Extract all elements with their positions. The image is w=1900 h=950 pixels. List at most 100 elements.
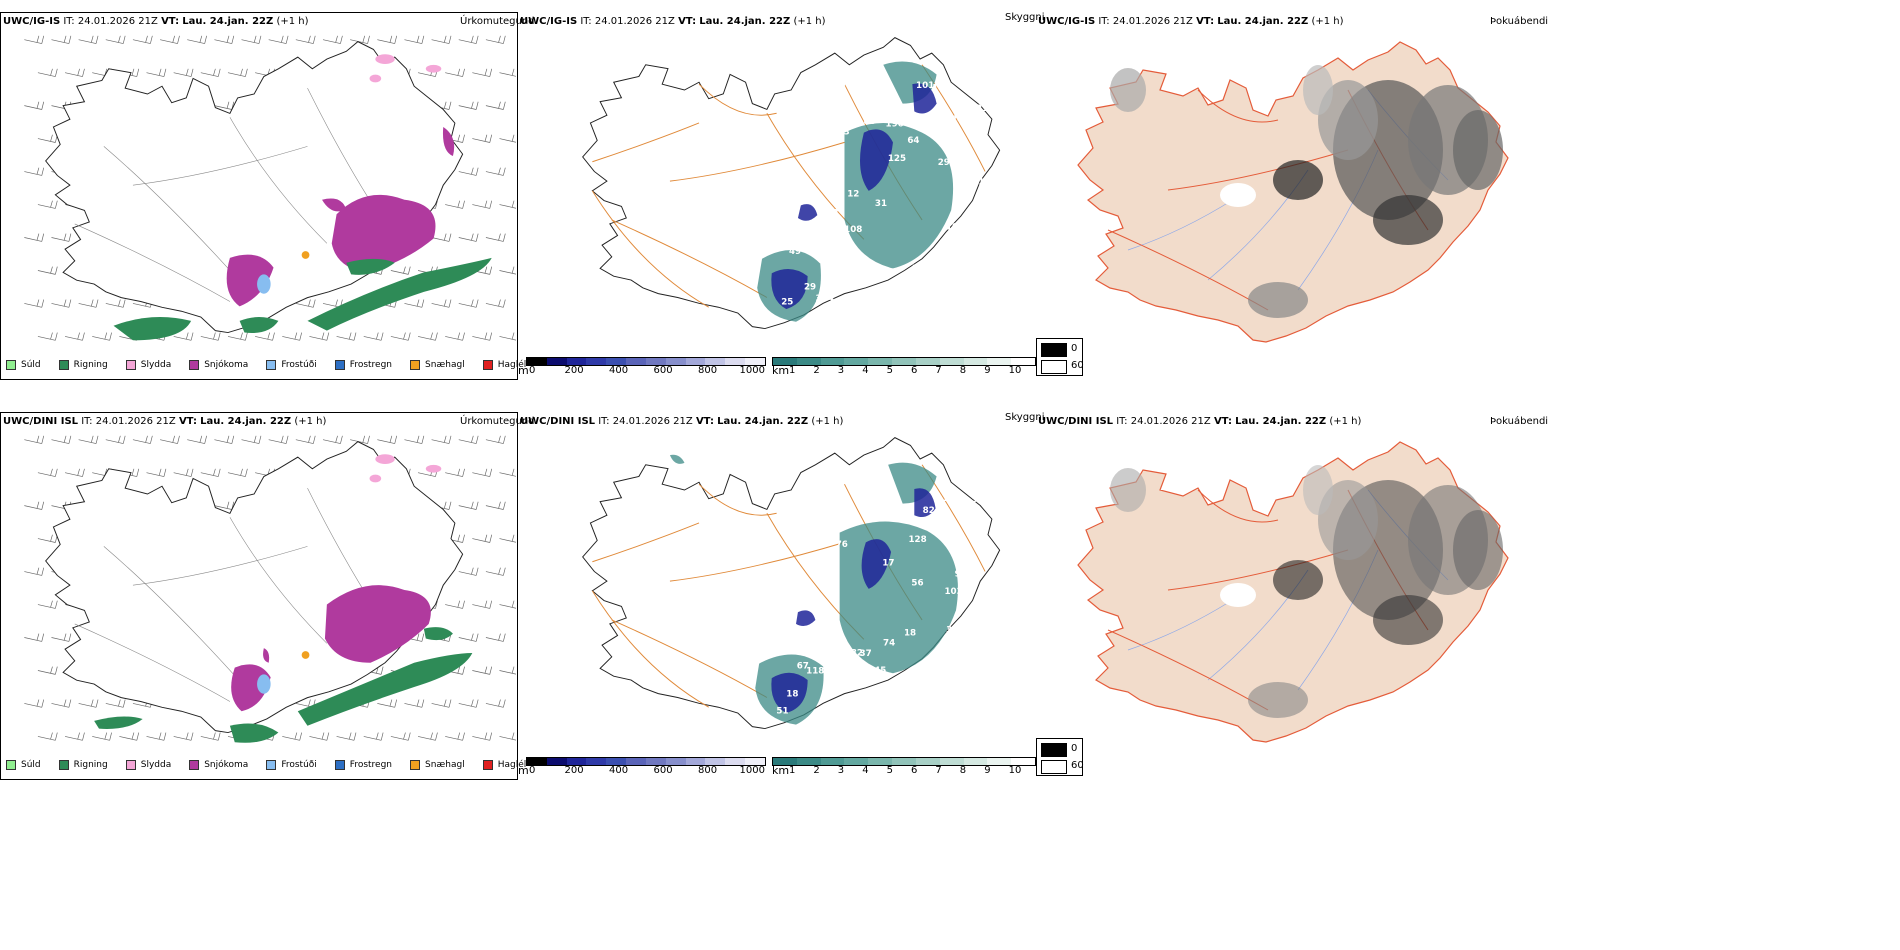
colorbar-cell [796, 358, 821, 365]
colorbar-cell [626, 758, 646, 765]
wind-barb [37, 134, 58, 143]
colorbar-cell [868, 358, 893, 365]
visibility-panel: UWC/DINI ISL IT: 24.01.2026 21Z VT: Lau.… [518, 400, 1084, 780]
wind-barb [187, 35, 207, 44]
road [669, 141, 845, 182]
clear-area [1220, 183, 1256, 207]
ceiling-label: 86 [956, 509, 968, 519]
lead-time: (+1 h) [294, 416, 327, 427]
it-label: IT: [1116, 416, 1128, 427]
colorbar-cell [1011, 358, 1035, 365]
low-visibility-area [669, 454, 685, 464]
ceiling-tick: 800 [698, 365, 718, 376]
wind-barb [51, 699, 72, 708]
visibility-tick: 7 [935, 365, 942, 376]
colorbar-cell [844, 358, 869, 365]
road [132, 546, 308, 586]
wind-barb [92, 732, 112, 741]
colorbar-cell [705, 758, 726, 765]
road [669, 541, 845, 582]
wind-barb [173, 68, 194, 77]
fog-area [1303, 465, 1333, 515]
it-value: 24.01.2026 21Z [612, 416, 693, 427]
vt-value: Lau. 24.jan. 22Z [699, 16, 791, 27]
precip-legend-item: Haglél [482, 760, 526, 770]
ceiling-label: 89 [959, 248, 971, 258]
model-name: UWC/DINI ISL [1038, 416, 1114, 427]
ceiling-label: 74 [951, 115, 963, 125]
wind-barb [241, 435, 262, 444]
rain-area [113, 317, 192, 341]
ceiling-label: 54 [972, 495, 984, 505]
fog-area [1273, 160, 1323, 200]
wind-barb [390, 266, 411, 275]
colorbar-cell [685, 358, 706, 365]
legend-label: Haglél [497, 360, 527, 370]
ceiling-label: 48 [826, 208, 838, 218]
wind-barb [485, 435, 506, 444]
legend-swatch [334, 360, 345, 370]
wind-barb [78, 299, 99, 308]
wind-barb [173, 332, 194, 341]
wind-barb [227, 468, 248, 477]
colorbar-cell [665, 358, 686, 365]
precip-legend-item: Súld [6, 760, 41, 770]
wind-barb [472, 134, 493, 143]
wind-barb [132, 435, 153, 444]
wind-barb [146, 732, 167, 741]
wind-barb [485, 633, 506, 642]
wind-barb [37, 468, 58, 477]
wind-barb [173, 468, 194, 477]
rain-area [94, 716, 143, 729]
ceiling-label: 70 [908, 679, 920, 689]
wind-barb [445, 600, 465, 609]
wind-barb [146, 468, 167, 477]
ceiling-label: 83 [892, 296, 904, 306]
vt-label: VT: [161, 16, 180, 27]
road [1167, 149, 1349, 191]
fog-area [1373, 195, 1443, 245]
rain-area [229, 723, 279, 743]
visibility-tick: 6 [911, 765, 918, 776]
visibility-title: Skyggni [1005, 12, 1045, 23]
wind-barb [377, 699, 398, 708]
rain-area [297, 653, 473, 726]
precip-legend: Súld Rigning Slydda Snjókoma Frostúði Frostre… [6, 360, 544, 370]
clear-area [1220, 583, 1256, 607]
colorbar-cell [626, 358, 646, 365]
wind-barb [322, 35, 343, 44]
wind-barb [485, 233, 506, 242]
wind-barb [160, 435, 180, 444]
wind-barb [295, 435, 316, 444]
colorbar-cell [939, 358, 964, 365]
visibility-tick: 10 [1008, 365, 1022, 376]
ceiling-tick: 600 [653, 365, 673, 376]
visibility-tick: 8 [959, 365, 967, 376]
colorbar-cell [665, 758, 686, 765]
wind-barb [200, 68, 221, 77]
low-ceiling-area [796, 610, 816, 626]
visibility-map: 42 30 54 38 87 83 100 169 70 106 74 128 18 82 90 51 56 18… [582, 437, 1001, 730]
low-ceiling-area [797, 204, 818, 221]
road [74, 623, 231, 702]
wind-barb [282, 332, 302, 341]
wind-barb [200, 732, 221, 741]
legend-label: Frostúði [281, 760, 317, 770]
legend-swatch [482, 760, 493, 770]
visibility-tick: 6 [911, 365, 918, 376]
wind-barb [458, 699, 479, 708]
visibility-tick: 5 [886, 765, 893, 776]
legend-swatch [482, 360, 493, 370]
precip-header: UWC/IG-IS IT: 24.01.2026 21Z VT: Lau. 24… [3, 16, 309, 28]
road [1167, 549, 1349, 591]
low-visibility-area [844, 122, 954, 269]
visibility-tick: 2 [813, 365, 820, 376]
visibility-tick: 3 [837, 365, 845, 376]
road [1197, 89, 1279, 123]
colorbar-cell [645, 758, 666, 765]
vis-header: UWC/IG-IS IT: 24.01.2026 21Z VT: Lau. 24… [520, 16, 826, 28]
road [698, 483, 777, 516]
legend-swatch [410, 760, 421, 770]
ceiling-label: 187 [932, 84, 950, 94]
wind-barb [51, 299, 72, 308]
